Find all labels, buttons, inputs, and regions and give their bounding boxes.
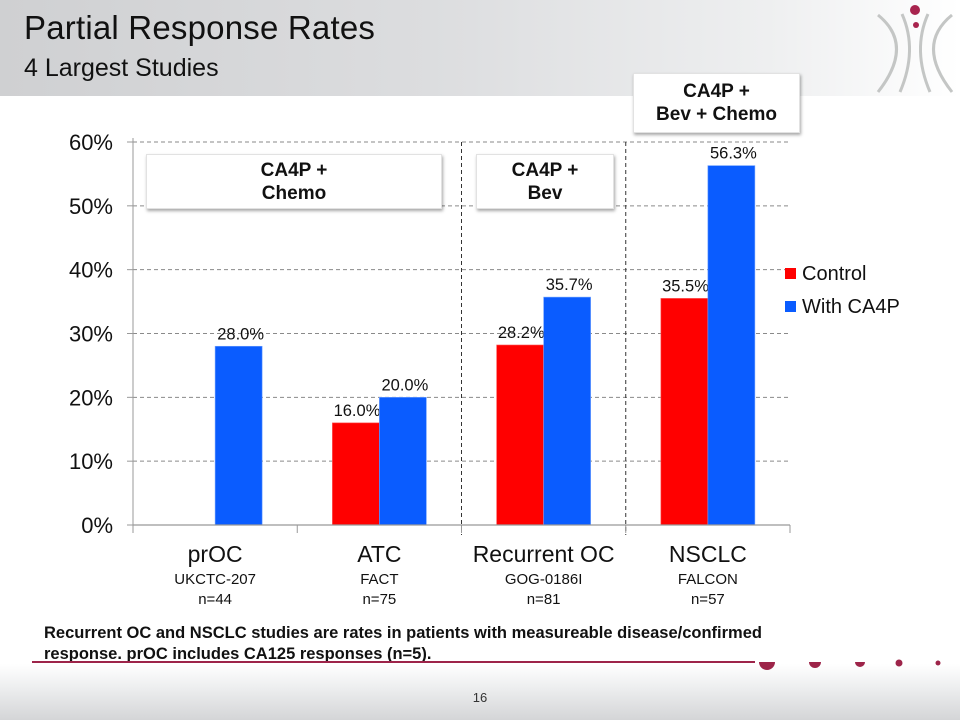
- category-label: Recurrent OC: [473, 541, 615, 567]
- bar-control: [496, 344, 544, 526]
- legend-label: Control: [802, 263, 866, 285]
- slide-title: Partial Response Rates: [24, 9, 376, 46]
- category-label: prOC: [188, 541, 243, 567]
- bar-with-ca4p: [214, 345, 263, 526]
- category-study-label: GOG-0186I: [505, 571, 583, 588]
- bar-chart: 0% 10% 20% 30% 40% 50% 60% 28.0% 16.0%20.0% 28.2…: [69, 130, 900, 608]
- data-label: 56.3%: [710, 145, 757, 163]
- callout-line1: CA4P +: [260, 159, 328, 181]
- callout-line2: Bev: [527, 182, 563, 204]
- legend-label: With CA4P: [802, 296, 900, 318]
- footer-dot-3: [855, 662, 865, 667]
- bar-control: [332, 422, 380, 526]
- slide-header: Partial Response Rates 4 Largest Studies: [0, 0, 960, 96]
- y-tick-label: 0%: [81, 513, 113, 538]
- category-n-label: n=75: [362, 591, 396, 608]
- y-tick-label: 30%: [69, 322, 113, 347]
- footnote-line1: Recurrent OC and NSCLC studies are rates…: [44, 624, 762, 642]
- footer-dot-1: [759, 662, 775, 670]
- company-logo-icon: [876, 5, 954, 93]
- callout-ca4p-bev: CA4P + Bev: [476, 154, 614, 209]
- callout-ca4p-bev-chemo: CA4P + Bev + Chemo: [633, 73, 800, 133]
- data-label: 35.7%: [546, 276, 593, 294]
- data-label: 16.0%: [334, 402, 381, 420]
- category-label: ATC: [357, 541, 401, 567]
- category-n-label: n=81: [527, 591, 561, 608]
- category-n-label: n=57: [691, 591, 725, 608]
- bar-with-ca4p: [707, 165, 756, 526]
- logo-inner-left-arc: [898, 13, 911, 93]
- y-tick-label: 50%: [69, 194, 113, 219]
- logo-dot-small: [913, 22, 919, 28]
- logo-left-arc: [876, 13, 898, 93]
- callout-line1: CA4P +: [511, 159, 579, 181]
- y-tick-label: 40%: [69, 258, 113, 283]
- slide-subtitle: 4 Largest Studies: [24, 54, 219, 82]
- footer-dots-decoration: [759, 659, 941, 670]
- logo-dot-large: [910, 5, 920, 15]
- bar-with-ca4p: [379, 397, 427, 526]
- data-label: 35.5%: [662, 277, 709, 295]
- x-axis: prOC UKCTC-207 n=44 ATC FACT n=75 Recurrent OC…: [132, 524, 791, 608]
- category-study-label: FALCON: [678, 571, 738, 588]
- footnote: Recurrent OC and NSCLC studies are rates…: [44, 623, 904, 665]
- bar-with-ca4p: [543, 296, 591, 526]
- legend-swatch: [785, 268, 796, 279]
- chart-bars: 28.0% 16.0%20.0% 28.2% 35.7% 35.5% 56.3%: [214, 145, 757, 526]
- category-label: NSCLC: [669, 541, 747, 567]
- footer-dot-5: [935, 660, 941, 666]
- callout-line2: Bev + Chemo: [656, 104, 777, 125]
- page-number: 16: [472, 690, 488, 705]
- footer-divider: [32, 661, 755, 663]
- y-axis: 0% 10% 20% 30% 40% 50% 60%: [69, 130, 134, 538]
- legend-swatch: [785, 301, 796, 312]
- bar-control: [660, 298, 709, 526]
- y-tick-label: 10%: [69, 449, 113, 474]
- data-label: 20.0%: [381, 376, 428, 394]
- data-label: 28.2%: [498, 324, 545, 342]
- category-study-label: UKCTC-207: [174, 571, 256, 588]
- y-tick-label: 60%: [69, 130, 113, 155]
- footer-dot-4: [895, 659, 903, 667]
- footer-dot-2: [809, 662, 821, 668]
- category-n-label: n=44: [198, 591, 232, 608]
- chart-legend: Control With CA4P: [785, 263, 900, 318]
- callout-line1: CA4P +: [683, 81, 750, 102]
- y-tick-label: 20%: [69, 385, 113, 410]
- logo-right-arc: [932, 13, 954, 93]
- logo-inner-right-arc: [919, 13, 932, 93]
- data-label: 28.0%: [217, 325, 264, 343]
- footnote-line2: response. prOC includes CA125 responses …: [44, 645, 432, 663]
- category-study-label: FACT: [360, 571, 398, 588]
- callout-line2: Chemo: [261, 182, 327, 204]
- slide-footer: [0, 664, 960, 720]
- callout-ca4p-chemo: CA4P + Chemo: [146, 154, 442, 209]
